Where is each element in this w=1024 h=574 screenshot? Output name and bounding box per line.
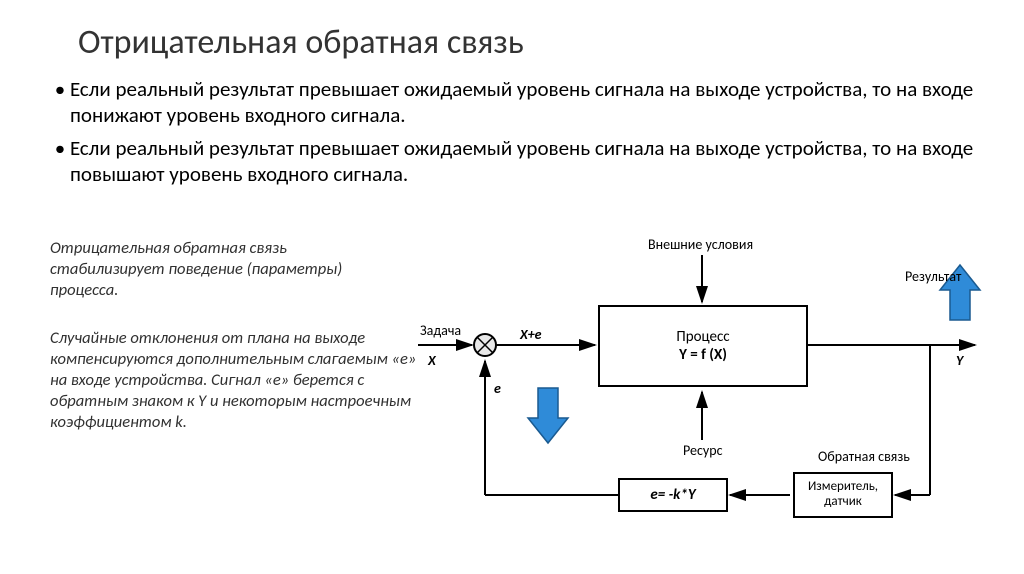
- side-paragraph-1: Отрицательная обратная связь стабилизиру…: [50, 238, 400, 301]
- gain-box: e= -k*Y: [618, 478, 728, 512]
- bullet-item: • Если реальный результат превышает ожид…: [50, 135, 990, 188]
- label-resource: Ресурс: [683, 442, 723, 459]
- label-feedback: Обратная связь: [818, 448, 910, 465]
- sensor-line1: Измеритель,: [808, 480, 878, 495]
- side-paragraph-2: Случайные отклонения от плана на выходе …: [50, 328, 420, 434]
- sensor-line2: датчик: [824, 495, 862, 510]
- process-title: Процесс: [676, 328, 729, 346]
- label-e: e: [494, 380, 501, 397]
- sensor-box: Измеритель, датчик: [793, 472, 893, 518]
- process-equation: Y = f (X): [679, 346, 727, 364]
- label-external: Внешние условия: [648, 236, 753, 253]
- bullet-dot: •: [50, 135, 70, 188]
- bullet-list: • Если реальный результат превышает ожид…: [50, 76, 990, 193]
- bullet-text: Если реальный результат превышает ожидае…: [70, 76, 990, 129]
- label-x: X: [428, 352, 436, 369]
- process-box: Процесс Y = f (X): [598, 305, 808, 387]
- feedback-diagram: Процесс Y = f (X) e= -k*Y Измеритель, да…: [410, 230, 1000, 550]
- bullet-text: Если реальный результат превышает ожидае…: [70, 135, 990, 188]
- gain-equation: e= -k*Y: [650, 486, 695, 504]
- bullet-dot: •: [50, 76, 70, 129]
- label-xe: X+e: [520, 326, 542, 343]
- label-result: Результат: [905, 268, 961, 285]
- page-title: Отрицательная обратная связь: [78, 22, 524, 63]
- label-y: Y: [956, 352, 963, 369]
- label-task: Задача: [420, 322, 461, 339]
- bullet-item: • Если реальный результат превышает ожид…: [50, 76, 990, 129]
